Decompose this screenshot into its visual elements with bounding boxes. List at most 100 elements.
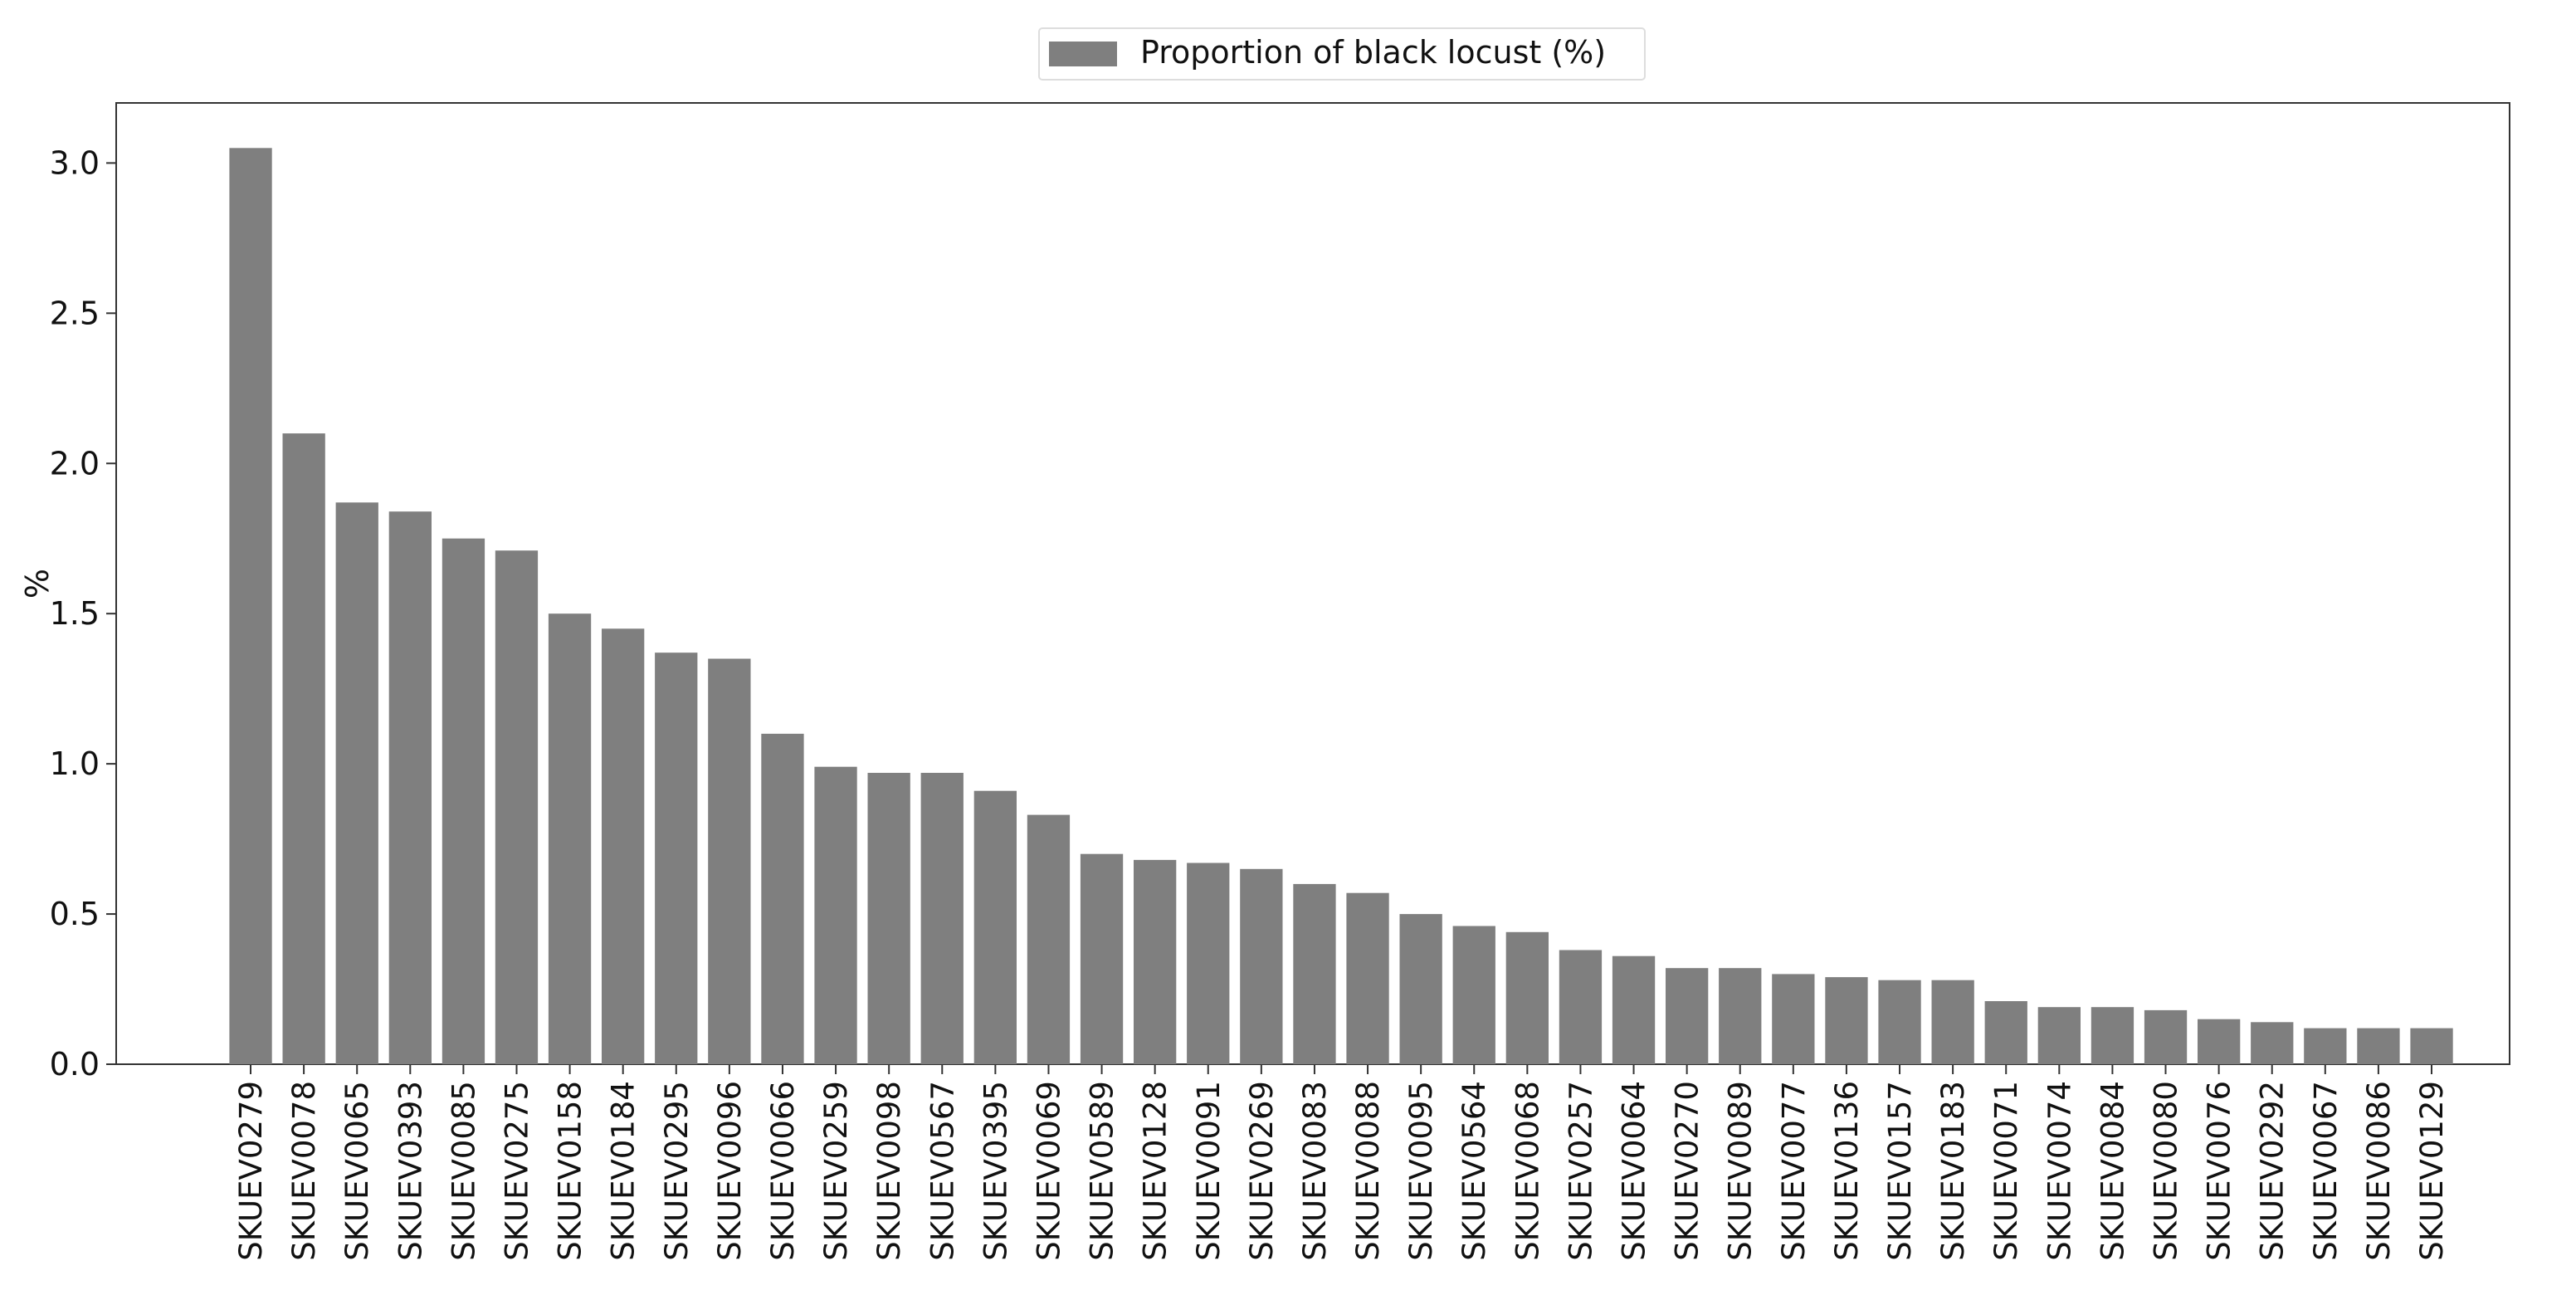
bar-SKUEV0589 xyxy=(1080,853,1124,1064)
y-tick-label: 1.5 xyxy=(50,595,100,632)
bar-SKUEV0157 xyxy=(1878,980,1921,1064)
bar-SKUEV0292 xyxy=(2251,1022,2294,1064)
bar-SKUEV0269 xyxy=(1240,868,1283,1064)
bar-SKUEV0067 xyxy=(2304,1028,2347,1064)
bar-SKUEV0295 xyxy=(655,652,698,1064)
x-tick-label: SKUEV0589 xyxy=(1085,1081,1120,1261)
x-tick-label: SKUEV0071 xyxy=(1988,1081,2024,1261)
bar-SKUEV0275 xyxy=(495,550,539,1064)
x-tick-label: SKUEV0395 xyxy=(978,1081,1013,1261)
bar-SKUEV0279 xyxy=(229,148,272,1064)
x-tick-label: SKUEV0069 xyxy=(1031,1081,1066,1261)
x-tick-label: SKUEV0098 xyxy=(871,1081,907,1261)
legend-swatch xyxy=(1049,42,1117,66)
x-tick-label: SKUEV0295 xyxy=(659,1081,695,1261)
bar-SKUEV0069 xyxy=(1027,814,1071,1064)
bar-SKUEV0567 xyxy=(920,773,964,1064)
x-tick-label: SKUEV0564 xyxy=(1456,1081,1492,1261)
x-tick-label: SKUEV0091 xyxy=(1191,1081,1227,1261)
x-tick-label: SKUEV0076 xyxy=(2202,1081,2237,1261)
bar-SKUEV0091 xyxy=(1187,863,1230,1064)
bar-SKUEV0066 xyxy=(761,733,804,1064)
x-tick-label: SKUEV0158 xyxy=(553,1081,588,1261)
x-tick-label: SKUEV0078 xyxy=(286,1081,322,1261)
x-tick-label: SKUEV0065 xyxy=(339,1081,375,1261)
x-tick-label: SKUEV0080 xyxy=(2149,1081,2184,1261)
x-tick-label: SKUEV0279 xyxy=(233,1081,269,1261)
bar-SKUEV0084 xyxy=(2091,1007,2134,1064)
bar-SKUEV0257 xyxy=(1559,950,1603,1064)
y-tick-label: 0.5 xyxy=(50,896,100,932)
legend-frame xyxy=(1038,27,1646,81)
y-axis-label: % xyxy=(19,569,56,599)
x-tick-label: SKUEV0567 xyxy=(925,1081,960,1261)
bar-SKUEV0076 xyxy=(2198,1019,2241,1064)
bar-SKUEV0136 xyxy=(1825,977,1868,1064)
x-tick-label: SKUEV0257 xyxy=(1563,1081,1598,1261)
y-tick-label: 1.0 xyxy=(50,745,100,782)
y-tick-label: 3.0 xyxy=(50,144,100,181)
x-tick-label: SKUEV0259 xyxy=(818,1081,854,1261)
bar-SKUEV0395 xyxy=(973,790,1017,1064)
x-tick-label: SKUEV0128 xyxy=(1138,1081,1173,1261)
x-tick-label: SKUEV0088 xyxy=(1350,1081,1386,1261)
x-tick-label: SKUEV0136 xyxy=(1829,1081,1865,1261)
bar-SKUEV0065 xyxy=(335,502,378,1064)
bar-SKUEV0128 xyxy=(1134,859,1177,1064)
x-tick-label: SKUEV0077 xyxy=(1776,1081,1812,1261)
bar-SKUEV0183 xyxy=(1931,980,1974,1064)
x-tick-label: SKUEV0095 xyxy=(1403,1081,1439,1261)
bar-SKUEV0068 xyxy=(1505,931,1549,1064)
x-tick-label: SKUEV0292 xyxy=(2255,1081,2291,1261)
x-tick-label: SKUEV0183 xyxy=(1935,1081,1971,1261)
x-tick-label: SKUEV0393 xyxy=(393,1081,428,1261)
bar-SKUEV0259 xyxy=(814,766,857,1064)
bar-SKUEV0071 xyxy=(1984,1001,2027,1064)
x-tick-label: SKUEV0157 xyxy=(1882,1081,1918,1261)
bar-SKUEV0078 xyxy=(282,433,325,1064)
bar-SKUEV0088 xyxy=(1346,892,1389,1064)
bars-group xyxy=(229,148,2453,1064)
bar-SKUEV0393 xyxy=(388,511,432,1064)
x-axis-ticks: SKUEV0279 SKUEV0078 SKUEV0065 SKUEV0393 SKUE… xyxy=(233,1064,2450,1261)
x-tick-label: SKUEV0089 xyxy=(1723,1081,1759,1261)
legend-label: Proportion of black locust (%) xyxy=(1140,34,1606,71)
bar-SKUEV0083 xyxy=(1293,883,1336,1064)
x-tick-label: SKUEV0085 xyxy=(446,1081,481,1261)
x-tick-label: SKUEV0270 xyxy=(1670,1081,1705,1261)
x-tick-label: SKUEV0068 xyxy=(1510,1081,1545,1261)
bar-SKUEV0184 xyxy=(602,628,645,1064)
bar-SKUEV0096 xyxy=(708,658,751,1064)
bar-SKUEV0064 xyxy=(1612,955,1656,1064)
y-axis-ticks: 0.0 0.5 1.0 1.5 2.0 2.5 3.0 xyxy=(50,144,116,1082)
y-tick-label: 0.0 xyxy=(50,1046,100,1082)
legend: Proportion of black locust (%) xyxy=(1038,27,1646,81)
x-tick-label: SKUEV0066 xyxy=(765,1081,801,1261)
x-tick-label: SKUEV0184 xyxy=(606,1081,642,1261)
x-tick-label: SKUEV0074 xyxy=(2042,1081,2077,1261)
x-tick-label: SKUEV0064 xyxy=(1617,1081,1652,1261)
bar-SKUEV0098 xyxy=(867,773,910,1064)
x-tick-label: SKUEV0129 xyxy=(2414,1081,2450,1261)
x-tick-label: SKUEV0084 xyxy=(2095,1081,2130,1261)
x-tick-label: SKUEV0269 xyxy=(1244,1081,1280,1261)
bar-SKUEV0158 xyxy=(548,613,592,1064)
x-tick-label: SKUEV0275 xyxy=(499,1081,534,1261)
bar-SKUEV0270 xyxy=(1666,968,1709,1064)
y-tick-label: 2.5 xyxy=(50,295,100,331)
x-tick-label: SKUEV0096 xyxy=(712,1081,748,1261)
bar-SKUEV0077 xyxy=(1772,974,1815,1064)
x-tick-label: SKUEV0083 xyxy=(1297,1081,1333,1261)
y-tick-label: 2.0 xyxy=(50,445,100,481)
x-tick-label: SKUEV0086 xyxy=(2361,1081,2397,1261)
bar-SKUEV0086 xyxy=(2357,1028,2400,1064)
bar-SKUEV0095 xyxy=(1399,914,1442,1064)
bar-SKUEV0564 xyxy=(1452,926,1495,1064)
bar-SKUEV0085 xyxy=(442,538,485,1064)
x-tick-label: SKUEV0067 xyxy=(2308,1081,2344,1261)
bar-SKUEV0074 xyxy=(2037,1007,2081,1064)
bar-SKUEV0080 xyxy=(2144,1009,2188,1064)
bar-SKUEV0089 xyxy=(1719,968,1762,1064)
